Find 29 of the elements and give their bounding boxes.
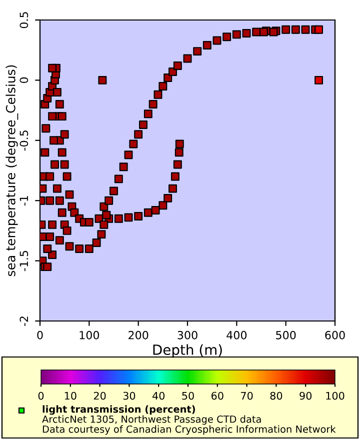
y-tick-label: 0.5 [20,12,28,28]
y-tick-label: 0 [20,77,28,83]
x-tick-label: 400 [226,330,247,340]
color-bar-label: 40 [152,392,165,400]
color-bar-label: 80 [270,392,282,400]
x-tick-label: 500 [276,330,296,340]
color-bar-label: 70 [241,392,253,400]
y-tick-label: -0.5 [20,130,28,151]
text: Data courtesy of Canadian Cryospheric Information Network [42,425,336,435]
y-tick-label: -1.5 [20,250,28,272]
color-bar-label: 90 [300,392,312,400]
y-axis-title: sea temperature (degree_Celsius) [6,65,18,276]
color-bar-label: 20 [94,392,106,400]
x-axis-title: Depth (m) [153,344,222,358]
x-tick-label: 100 [80,330,100,340]
color-bar-title: light transmission (percent) [42,405,195,415]
color-bar-label: 30 [123,392,136,400]
color-bar-label: 100 [326,392,344,400]
y-tick-label: -2 [20,316,28,326]
text: ArcticNet 1305, Northwest Passage CTD data [42,415,261,425]
color-bar-label: 10 [64,392,76,400]
x-tick-label: 600 [325,330,345,340]
color-bar-label: 60 [212,392,224,400]
x-tick-label: 0 [37,330,43,340]
x-tick-label: 200 [128,330,148,340]
x-tick-label: 300 [178,330,198,340]
color-bar-label: 0 [38,392,44,400]
color-bar-label: 50 [182,392,194,400]
y-tick-label: -1 [20,196,28,206]
